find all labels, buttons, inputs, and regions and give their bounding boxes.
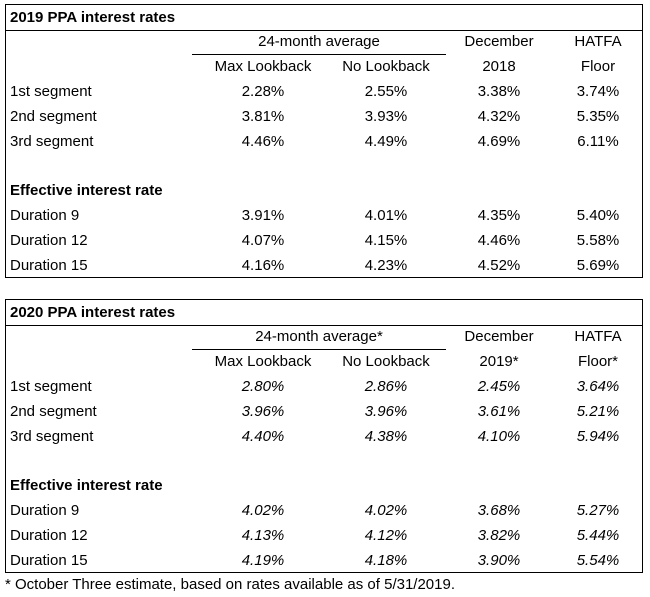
cell-december: 4.69% — [477, 133, 521, 150]
cell-no-lookback: 4.12% — [364, 527, 408, 544]
table-title: 2019 PPA interest rates — [6, 5, 642, 31]
cell-december: 2.45% — [477, 378, 521, 395]
cell-hatfa-floor: 5.21% — [576, 403, 620, 420]
header-hatfa: HATFA — [574, 328, 622, 345]
cell-max-lookback: 2.28% — [241, 83, 285, 100]
header-24-month-average: 24-month average — [258, 33, 380, 50]
row-label-2nd-segment: 2nd segment — [10, 108, 97, 125]
header-december: December — [464, 328, 534, 345]
row-label-duration-15: Duration 15 — [10, 257, 88, 274]
cell-december: 4.32% — [477, 108, 521, 125]
cell-hatfa-floor: 6.11% — [577, 133, 619, 150]
cell-december: 4.52% — [477, 257, 521, 274]
header-max-lookback: Max Lookback — [214, 58, 312, 75]
cell-no-lookback: 2.55% — [364, 83, 408, 100]
cell-max-lookback: 4.46% — [241, 133, 285, 150]
cell-no-lookback: 2.86% — [364, 378, 408, 395]
header-december-year: 2019* — [479, 353, 519, 370]
cell-max-lookback: 4.07% — [241, 232, 285, 249]
cell-no-lookback: 4.18% — [364, 552, 408, 569]
cell-hatfa-floor: 5.44% — [576, 527, 620, 544]
effective-interest-rate-heading: Effective interest rate — [10, 477, 163, 494]
header-no-lookback: No Lookback — [342, 58, 430, 75]
cell-max-lookback: 3.96% — [241, 403, 285, 420]
footnote: * October Three estimate, based on rates… — [5, 576, 455, 593]
cell-max-lookback: 2.80% — [241, 378, 285, 395]
row-label-duration-9: Duration 9 — [10, 502, 80, 519]
cell-no-lookback: 3.93% — [364, 108, 408, 125]
cell-no-lookback: 3.96% — [364, 403, 408, 420]
cell-december: 3.61% — [477, 403, 521, 420]
cell-hatfa-floor: 3.74% — [576, 83, 620, 100]
cell-no-lookback: 4.01% — [364, 207, 408, 224]
cell-max-lookback: 3.81% — [241, 108, 285, 125]
cell-hatfa-floor: 5.35% — [576, 108, 620, 125]
header-floor: Floor* — [577, 353, 618, 370]
header-max-lookback: Max Lookback — [214, 353, 312, 370]
header-hatfa: HATFA — [574, 33, 622, 50]
row-label-3rd-segment: 3rd segment — [10, 133, 94, 150]
row-label-duration-9: Duration 9 — [10, 207, 80, 224]
cell-december: 3.82% — [477, 527, 521, 544]
cell-no-lookback: 4.23% — [364, 257, 408, 274]
table-2020-ppa-rates: 2020 PPA interest rates 24-month average… — [5, 299, 643, 573]
row-label-duration-12: Duration 12 — [10, 527, 88, 544]
row-label-duration-15: Duration 15 — [10, 552, 88, 569]
cell-hatfa-floor: 5.40% — [576, 207, 620, 224]
header-no-lookback: No Lookback — [342, 353, 430, 370]
cell-max-lookback: 3.91% — [241, 207, 285, 224]
cell-hatfa-floor: 5.54% — [576, 552, 620, 569]
cell-december: 4.35% — [477, 207, 521, 224]
header-24-month-average: 24-month average* — [255, 328, 383, 345]
cell-max-lookback: 4.40% — [241, 428, 285, 445]
cell-max-lookback: 4.16% — [241, 257, 285, 274]
table-title: 2020 PPA interest rates — [6, 300, 642, 326]
cell-december: 3.38% — [477, 83, 521, 100]
cell-december: 4.46% — [477, 232, 521, 249]
cell-max-lookback: 4.19% — [241, 552, 285, 569]
header-december: December — [464, 33, 534, 50]
header-underline — [192, 54, 446, 55]
row-label-3rd-segment: 3rd segment — [10, 428, 94, 445]
cell-hatfa-floor: 5.27% — [576, 502, 620, 519]
cell-hatfa-floor: 5.94% — [576, 428, 620, 445]
cell-december: 4.10% — [477, 428, 521, 445]
cell-december: 3.90% — [477, 552, 521, 569]
cell-hatfa-floor: 5.58% — [576, 232, 620, 249]
effective-interest-rate-heading: Effective interest rate — [10, 182, 163, 199]
cell-hatfa-floor: 5.69% — [576, 257, 620, 274]
table-2019-ppa-rates: 2019 PPA interest rates 24-month average… — [5, 4, 643, 278]
cell-no-lookback: 4.02% — [364, 502, 408, 519]
row-label-duration-12: Duration 12 — [10, 232, 88, 249]
cell-no-lookback: 4.49% — [364, 133, 408, 150]
header-december-year: 2018 — [482, 58, 516, 75]
cell-december: 3.68% — [477, 502, 521, 519]
row-label-1st-segment: 1st segment — [10, 83, 92, 100]
header-underline — [192, 349, 446, 350]
cell-hatfa-floor: 3.64% — [576, 378, 620, 395]
row-label-1st-segment: 1st segment — [10, 378, 92, 395]
cell-max-lookback: 4.13% — [241, 527, 285, 544]
cell-max-lookback: 4.02% — [241, 502, 285, 519]
header-floor: Floor — [580, 58, 616, 75]
row-label-2nd-segment: 2nd segment — [10, 403, 97, 420]
cell-no-lookback: 4.15% — [364, 232, 408, 249]
cell-no-lookback: 4.38% — [364, 428, 408, 445]
